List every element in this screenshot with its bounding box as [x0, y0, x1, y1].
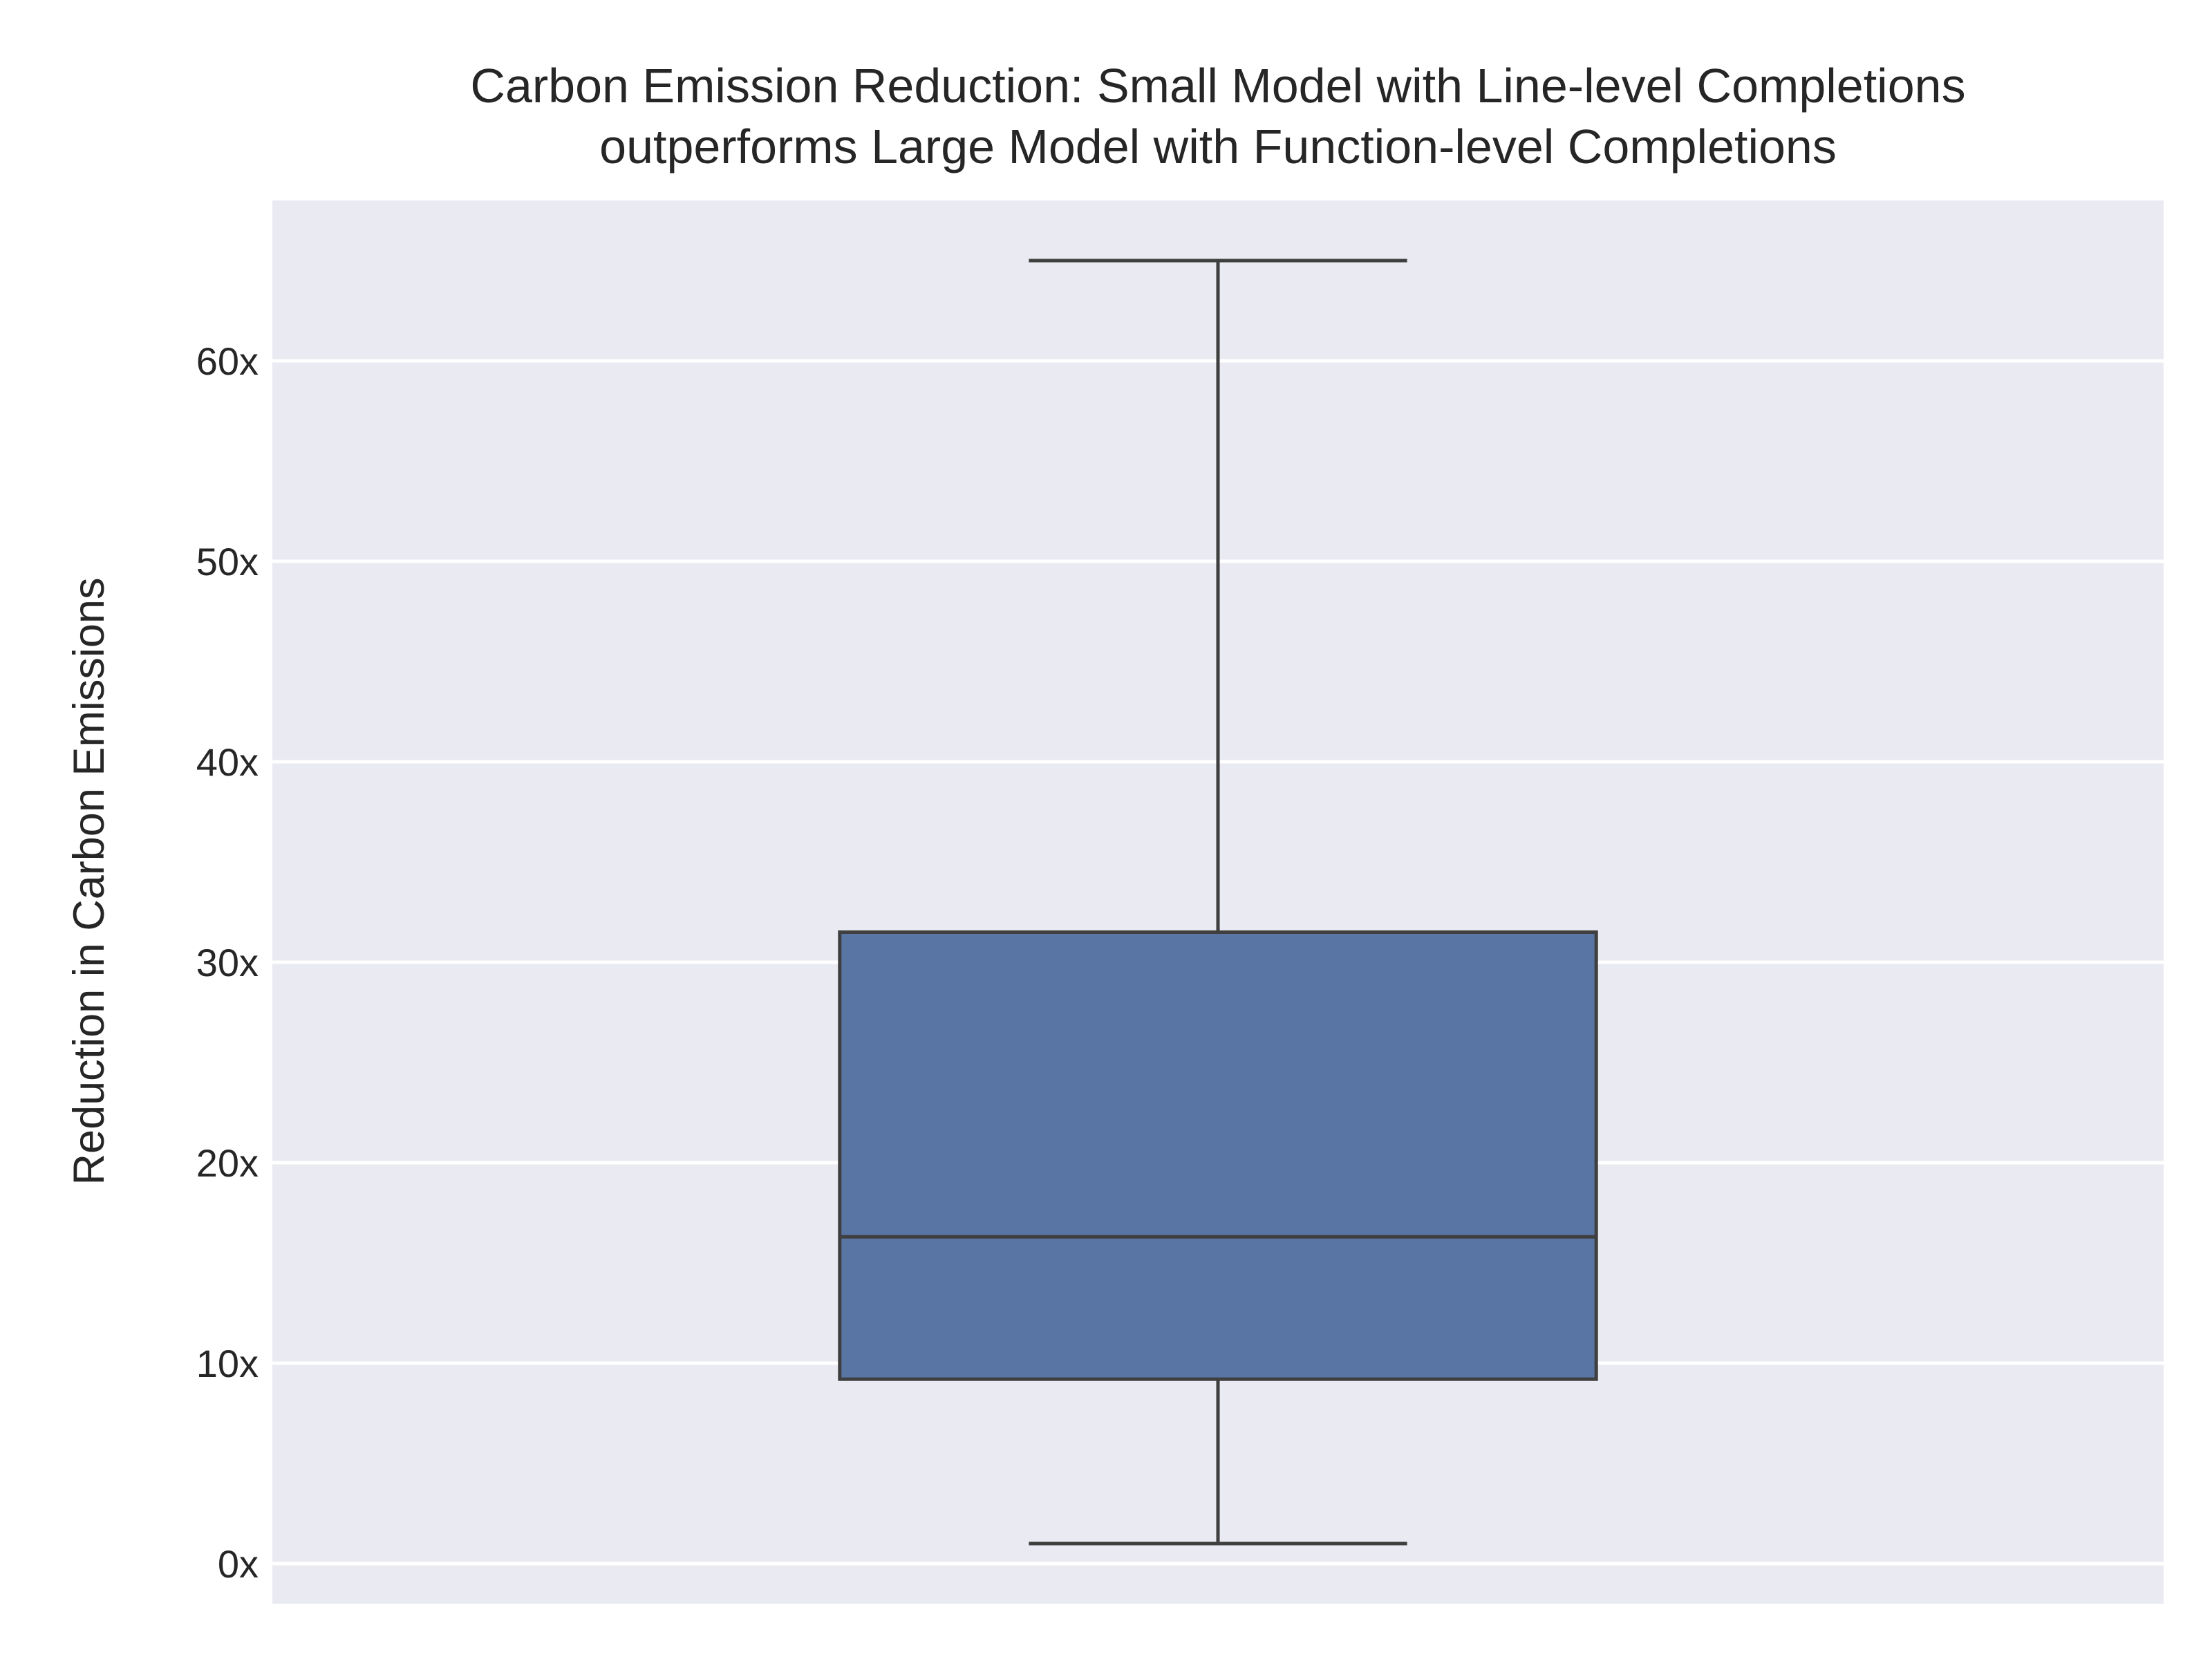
y-tick-label-60: 60x	[196, 339, 259, 383]
y-tick-label-10: 10x	[196, 1342, 259, 1385]
box-plot	[838, 259, 1598, 1546]
y-tick-label-0: 0x	[218, 1542, 259, 1586]
y-axis-label: Reduction in Carbon Emissions	[65, 578, 113, 1185]
y-tick-label-20: 20x	[196, 1141, 259, 1185]
y-tick-label-50: 50x	[196, 540, 259, 583]
chart-title-line-1: Carbon Emission Reduction: Small Model w…	[470, 59, 1965, 113]
y-tick-label-30: 30x	[196, 941, 259, 984]
y-tick-labels: 0x 10x 20x 30x 40x 50x 60x	[196, 339, 259, 1586]
interquartile-box	[838, 930, 1598, 1381]
chart-title-line-2: outperforms Large Model with Function-le…	[599, 120, 1837, 174]
y-tick-label-40: 40x	[196, 740, 259, 784]
